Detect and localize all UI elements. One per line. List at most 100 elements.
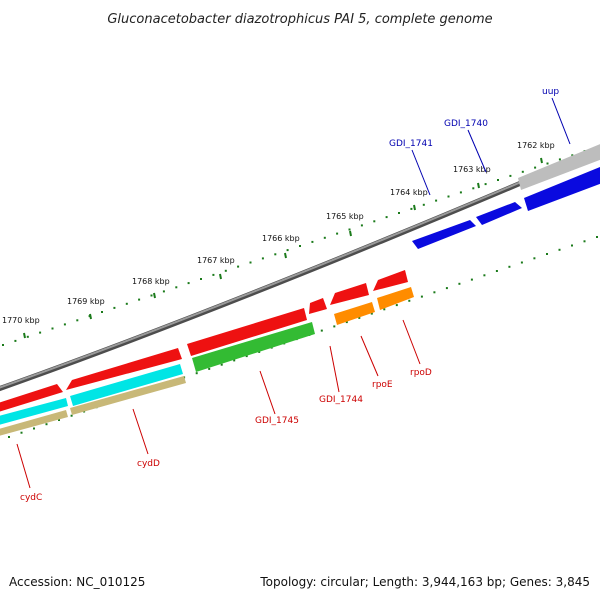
tick-mark [23,332,26,339]
tick-dot [162,290,165,293]
leader-line-rpoE [360,335,379,377]
gene-feature-rpoD[interactable] [373,270,408,291]
gene-label-cydC[interactable]: cydC [20,493,42,503]
leader-line-cydC [16,443,31,489]
tick-dot [558,248,561,251]
tick-label-1770: 1770 kbp [2,316,40,325]
tick-dot [258,350,261,353]
tick-dot [76,319,79,322]
tick-mark [219,273,222,280]
gene-feature-cydD[interactable] [66,348,182,390]
grey-feature-upper [518,144,600,190]
tick-label-1763: 1763 kbp [453,165,491,174]
tick-dot [299,245,301,247]
tick-dot [470,278,473,281]
tick-dot [249,261,252,264]
tick-dot [508,265,511,268]
leader-line-uup [551,97,571,145]
tick-dot [345,321,348,324]
tick-dot [58,419,60,421]
tick-dot [320,329,323,332]
tick-dot [521,170,524,173]
tick-dot [383,308,386,311]
tick-mark [153,292,156,299]
tick-dot [195,372,198,375]
tick-mark [349,230,352,237]
tick-dot [495,270,498,272]
leader-line-GDI_1740 [467,129,487,173]
tick-label-1762: 1762 kbp [517,141,555,150]
tick-label-1765: 1765 kbp [326,212,364,221]
tick-dot [534,166,537,169]
tick-dot [420,295,423,298]
tick-dot [138,298,141,301]
tick-dot [435,199,438,202]
tick-label-1766: 1766 kbp [262,234,300,243]
gene-label-GDI_1741[interactable]: GDI_1741 [389,139,433,149]
tick-dot [39,331,42,334]
tick-dot [113,306,116,309]
tick-dot [408,299,411,302]
tan-feature-right [70,376,186,415]
gene-label-GDI_1740[interactable]: GDI_1740 [444,119,488,129]
tick-dot [175,286,178,289]
gene-label-cydD[interactable]: cydD [137,459,160,469]
tick-dot [2,344,4,346]
tick-dot [459,191,462,194]
tick-mark [540,157,543,164]
tick-dot [220,363,223,366]
gene-label-GDI_1745[interactable]: GDI_1745 [255,416,299,426]
tick-mark [89,313,92,320]
tick-dot [150,294,153,297]
tick-dot [274,253,277,256]
gene-feature-GDI_1741[interactable] [412,220,476,249]
tick-dot [458,282,461,285]
tick-dot [45,423,48,426]
leader-line-GDI_1745 [259,370,276,415]
orange-feature-right [377,287,414,310]
leader-line-cydD [132,408,149,455]
tick-dot [385,216,388,219]
tick-dot [558,158,561,161]
tick-mark [413,204,416,211]
green-feature [192,322,315,372]
tick-dot [237,265,240,268]
gene-feature-GDI_1745[interactable] [187,308,307,356]
cyan-feature-left [0,398,68,425]
tick-dot [445,287,448,290]
tick-dot [571,244,573,247]
tick-mark [284,252,287,259]
genome-backbone [0,146,600,392]
tick-dot [497,179,499,181]
tick-mark [477,182,480,189]
gene-label-GDI_1744[interactable]: GDI_1744 [319,395,363,405]
gene-feature-rpoE[interactable] [330,283,369,305]
gene-label-rpoD[interactable]: rpoD [410,368,432,378]
tick-dot [311,240,314,243]
tick-dot [224,269,227,272]
gene-label-uup[interactable]: uup [542,87,559,97]
gene-feature-uup[interactable] [524,165,600,211]
orange-feature-left [334,302,375,325]
gene-label-rpoE[interactable]: rpoE [372,380,393,390]
tick-dot [333,325,336,328]
gene-feature-GDI_1744[interactable] [309,298,327,314]
gene-feature-cydC[interactable] [0,384,63,413]
tick-dot [533,257,536,260]
genome-summary-text: Topology: circular; Length: 3,944,163 bp… [259,575,590,589]
tick-dot [101,311,103,313]
cyan-feature-right [70,364,183,406]
tick-dot [187,282,190,285]
tick-dot [33,427,35,430]
tick-dot [484,183,487,186]
tick-dot [520,261,523,264]
gene-feature-GDI_1740[interactable] [476,202,522,225]
tick-dot [348,228,351,231]
tick-dot [546,162,549,165]
gene-labels: uup GDI_1740 GDI_1741 rpoD rpoE GDI_1744… [16,87,571,503]
tick-dot [373,220,376,223]
tick-dot [360,224,363,227]
tick-dot [358,316,361,319]
tick-dot [447,195,450,198]
